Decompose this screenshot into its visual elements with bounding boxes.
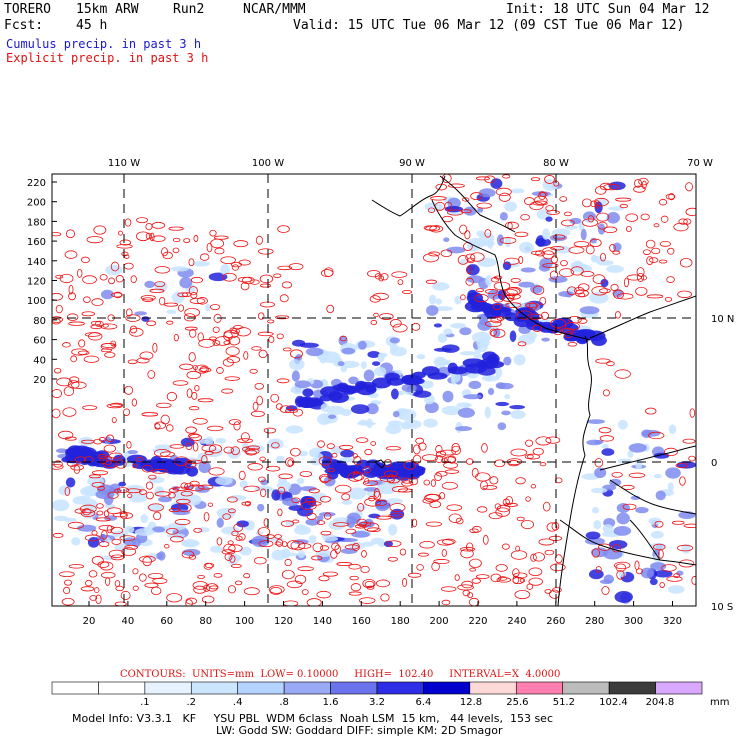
- coastlines: [371, 175, 696, 606]
- colorbar-level-label: .1: [140, 697, 150, 708]
- explicit-legend-line: Explicit precip. in past 3 h: [6, 51, 209, 65]
- cumulus-precip-layer: [52, 178, 696, 604]
- lon-label-70w: 70 W: [687, 158, 713, 169]
- y-axis-ticks: 220 200 180 160 140 120 100 80 60 40 20: [27, 178, 57, 386]
- colorbar-swatch: [51, 681, 99, 695]
- y-tick-label: 40: [33, 355, 46, 366]
- map-frame: [51, 173, 697, 607]
- model-info-line2: LW: Godd SW: Goddard DIFF: simple KM: 2D…: [216, 724, 503, 737]
- forecast-hour: 45 h: [76, 18, 108, 33]
- colorbar-level-label: .4: [232, 697, 243, 708]
- init-time: Init: 18 UTC Sun 04 Mar 12: [506, 2, 710, 17]
- colorbar-swatch: [423, 681, 471, 695]
- x-tick-label: 220: [468, 616, 487, 627]
- y-tick-label: 160: [27, 237, 46, 248]
- lat-lon-grid: [52, 174, 696, 606]
- colorbar-swatch: [655, 681, 703, 695]
- valid-time: Valid: 15 UTC Tue 06 Mar 12 (09 CST Tue …: [293, 18, 685, 33]
- x-tick-label: 20: [83, 616, 96, 627]
- colorbar-level-label: 12.8: [459, 697, 483, 708]
- cumulus-legend-line: Cumulus precip. in past 3 h: [6, 37, 202, 51]
- lon-label-100w: 100 W: [252, 158, 284, 169]
- colorbar-swatch: [469, 681, 517, 695]
- lon-label-90w: 90 W: [399, 158, 425, 169]
- model-resolution: 15km ARW: [76, 2, 139, 17]
- y-tick-label: 180: [27, 217, 46, 228]
- y-tick-label: 220: [27, 178, 46, 189]
- x-tick-label: 40: [122, 616, 135, 627]
- y-tick-label: 80: [33, 316, 46, 327]
- x-tick-label: 140: [313, 616, 332, 627]
- x-tick-label: 260: [546, 616, 565, 627]
- colorbar-unit: mm: [710, 697, 730, 708]
- colorbar-swatch: [144, 681, 192, 695]
- colorbar-swatch: [562, 681, 610, 695]
- lat-label-10n: 10 N: [711, 314, 734, 325]
- x-axis-ticks: 20 40 60 80 100 120 140 160 180 200 220 240 260 280 30…: [83, 601, 682, 627]
- y-tick-label: 100: [27, 296, 46, 307]
- x-tick-label: 80: [199, 616, 212, 627]
- colorbar-level-label: .2: [186, 697, 197, 708]
- colorbar-swatch: [376, 681, 424, 695]
- colorbar-swatch: [237, 681, 285, 695]
- colorbar-level-label: 6.4: [415, 697, 432, 708]
- colorbar-level-label: 1.6: [322, 697, 339, 708]
- lat-label-10s: 10 S: [711, 602, 733, 613]
- latitude-labels: 10 N 0 10 S: [711, 314, 734, 613]
- run-label: Run2: [173, 2, 205, 17]
- colorbar-swatch: [330, 681, 378, 695]
- x-tick-label: 320: [663, 616, 682, 627]
- colorbar-swatch: [98, 681, 146, 695]
- x-tick-label: 60: [160, 616, 173, 627]
- x-tick-label: 240: [507, 616, 526, 627]
- colorbar-level-label: 25.6: [506, 697, 529, 708]
- colorbar-level-label: 204.8: [645, 697, 675, 708]
- colorbar-level-label: 102.4: [599, 697, 628, 708]
- x-tick-label: 180: [391, 616, 410, 627]
- x-tick-label: 280: [585, 616, 604, 627]
- x-tick-label: 160: [352, 616, 371, 627]
- colorbar-swatch: [283, 681, 331, 695]
- longitude-labels: 110 W 100 W 90 W 80 W 70 W: [108, 158, 713, 169]
- colorbar-level-label: 51.2: [552, 697, 575, 708]
- lat-label-0: 0: [711, 458, 717, 469]
- lon-label-80w: 80 W: [543, 158, 569, 169]
- x-tick-label: 300: [624, 616, 643, 627]
- y-tick-label: 60: [33, 336, 46, 347]
- model-name: TORERO: [4, 2, 51, 17]
- colorbar-swatch: [608, 681, 656, 695]
- org-label: NCAR/MMM: [243, 2, 306, 17]
- colorbar-level-label: .8: [279, 697, 289, 708]
- x-tick-label: 100: [235, 616, 254, 627]
- contour-info: CONTOURS: UNITS=mm LOW= 0.10000 HIGH= 10…: [120, 669, 561, 680]
- y-tick-label: 140: [27, 257, 46, 268]
- colorbar: [51, 681, 703, 695]
- y-tick-label: 200: [27, 198, 46, 209]
- colorbar-swatch: [515, 681, 564, 695]
- colorbar-swatch: [190, 681, 239, 695]
- lon-label-110w: 110 W: [108, 158, 140, 169]
- x-tick-label: 120: [274, 616, 293, 627]
- colorbar-level-label: 3.2: [369, 697, 385, 708]
- y-tick-label: 20: [33, 375, 46, 386]
- forecast-label: Fcst:: [4, 18, 44, 33]
- model-info-line1: Model Info: V3.3.1 KF YSU PBL WDM 6class…: [72, 712, 553, 725]
- y-tick-label: 120: [27, 277, 46, 288]
- x-tick-label: 200: [430, 616, 449, 627]
